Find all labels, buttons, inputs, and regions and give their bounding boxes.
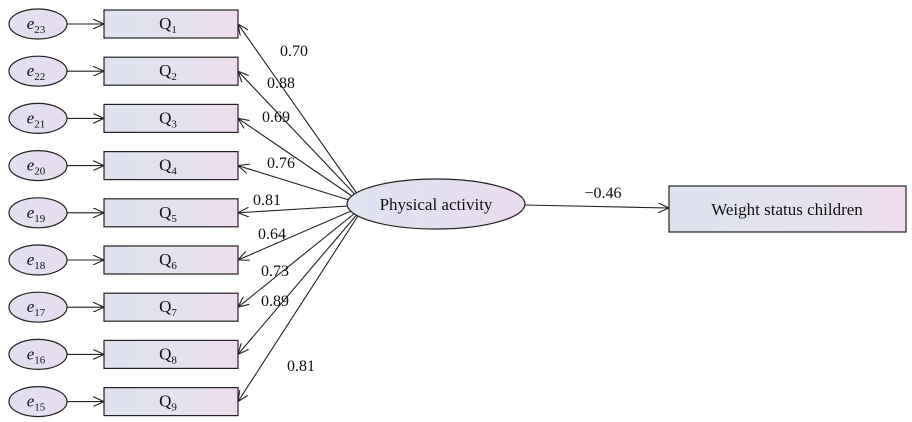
error-term-label: e20 bbox=[27, 156, 46, 178]
loading-arrow bbox=[238, 204, 366, 354]
indicator-row: e18 Q6 0.64 bbox=[8, 226, 286, 276]
loading-label: 0.69 bbox=[262, 109, 290, 126]
error-term-label: e22 bbox=[27, 61, 46, 83]
error-term-label: e19 bbox=[27, 203, 46, 225]
indicator-row: e20 Q4 0.76 bbox=[8, 150, 295, 182]
indicator-row: e21 Q3 0.69 bbox=[8, 102, 290, 135]
indicator-row: e22 Q2 0.88 bbox=[8, 55, 295, 92]
loading-label: 0.81 bbox=[287, 358, 315, 375]
indicator-label: Q7 bbox=[159, 297, 177, 319]
loading-arrow bbox=[238, 166, 366, 206]
loading-label: 0.76 bbox=[267, 155, 295, 172]
loading-arrow bbox=[238, 204, 366, 402]
indicator-label: Q5 bbox=[159, 203, 177, 225]
outcome-weight-status: Weight status children bbox=[668, 185, 907, 233]
error-term-label: e21 bbox=[27, 108, 46, 130]
indicator-row: e19 Q5 0.81 bbox=[8, 192, 281, 229]
indicator-box bbox=[103, 339, 239, 369]
indicator-label: Q9 bbox=[159, 392, 177, 414]
error-term-label: e15 bbox=[27, 392, 46, 414]
loading-arrow bbox=[238, 204, 366, 307]
error-term-label: e16 bbox=[27, 344, 46, 366]
path-coefficient-label: −0.46 bbox=[584, 185, 621, 202]
error-term-label: e23 bbox=[27, 14, 46, 36]
indicator-row: e23 Q1 0.70 bbox=[8, 8, 308, 60]
error-term-label: e18 bbox=[27, 250, 46, 272]
loading-arrow bbox=[238, 204, 366, 260]
error-term-label: e17 bbox=[27, 297, 46, 319]
indicator-box bbox=[103, 103, 239, 134]
indicator-row: e17 Q7 0.73 bbox=[8, 263, 289, 323]
loading-label: 0.70 bbox=[280, 43, 308, 60]
indicator-box bbox=[103, 245, 239, 275]
loading-arrow bbox=[238, 24, 366, 206]
indicator-label: Q4 bbox=[159, 156, 177, 178]
latent-label: Physical activity bbox=[380, 195, 493, 214]
indicator-box bbox=[103, 9, 239, 39]
loading-label: 0.81 bbox=[253, 192, 281, 209]
indicator-label: Q6 bbox=[159, 250, 177, 272]
indicator-box bbox=[103, 151, 239, 181]
loading-arrow bbox=[238, 118, 366, 206]
loading-arrow bbox=[238, 71, 366, 206]
indicator-label: Q1 bbox=[159, 14, 177, 36]
loading-arrow bbox=[238, 204, 366, 213]
structural-path-arrow bbox=[524, 205, 669, 208]
indicator-label: Q2 bbox=[159, 61, 177, 83]
indicator-box bbox=[103, 198, 239, 228]
indicator-label: Q8 bbox=[159, 344, 177, 366]
indicator-box bbox=[103, 56, 239, 86]
outcome-label: Weight status children bbox=[711, 200, 863, 219]
loading-label: 0.89 bbox=[261, 293, 289, 310]
indicator-label: Q3 bbox=[159, 108, 177, 130]
indicator-box bbox=[103, 292, 239, 322]
loading-label: 0.64 bbox=[258, 226, 286, 243]
indicator-box bbox=[103, 387, 239, 417]
loading-label: 0.88 bbox=[267, 75, 295, 92]
indicator-row: e15 Q9 0.81 bbox=[8, 358, 315, 418]
loading-label: 0.73 bbox=[261, 263, 289, 280]
indicator-row: e16 Q8 0.89 bbox=[8, 293, 289, 370]
latent-physical-activity: Physical activity bbox=[346, 178, 526, 230]
